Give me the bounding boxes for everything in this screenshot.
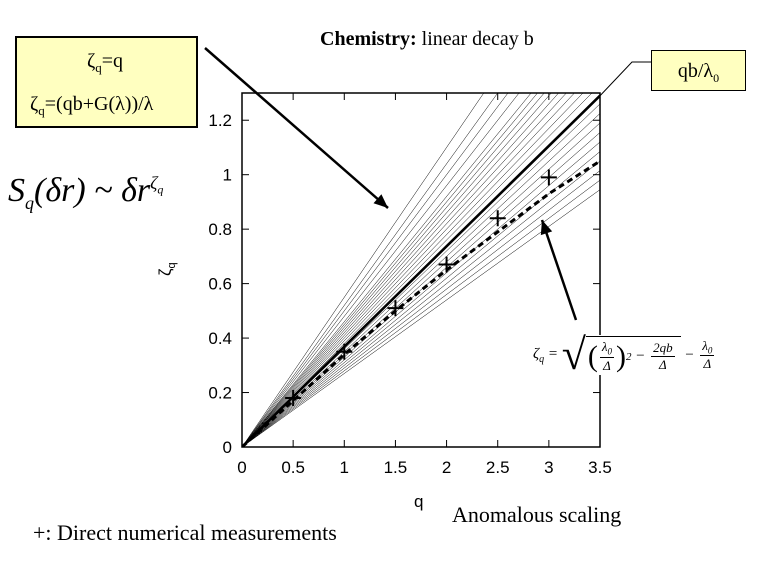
fan-line [242,170,600,447]
legend-line-2: ζq=(qb+G(λ))/λ [30,93,154,118]
series-lines [242,94,600,447]
fan-line [242,93,584,447]
y-tick-label: 0.6 [208,275,232,294]
callout-box: qb/λ0 [651,50,746,91]
measurement-point [336,343,353,360]
fan-line [242,93,485,447]
anomalous-scaling-label: Anomalous scaling [452,502,622,527]
x-axis-label: q [414,492,424,511]
plot-frame [241,92,601,448]
fan-line [242,151,600,447]
y-tick-label: 1.2 [208,111,232,130]
legend-arrow [204,47,389,209]
annotation-arrows [204,47,651,321]
measurement-point [387,300,404,317]
fan-line [242,179,600,447]
zeta-formula: ζq = √ ( λ0 Δ ) 2 − 2qb Δ − λ0 Δ [533,333,717,377]
fan-line [242,93,559,447]
chart-title: Chemistry: linear decay b [320,28,534,51]
fan-line [242,141,600,447]
y-ticks: 0 0.2 0.4 0.6 0.8 1 1.2 [208,111,600,457]
legend-line-1: ζq=q [87,50,124,75]
measurement-point [489,210,506,227]
y-tick-label: 0.4 [208,329,232,348]
y-axis-label: ζq [155,262,179,277]
fan-line [242,93,509,447]
x-tick-label: 3 [544,458,553,477]
x-tick-label: 3.5 [588,458,612,477]
x-ticks: 0 0.5 1 1.5 2 2.5 3 3.5 [237,93,612,477]
series-line-solid [242,94,600,447]
x-tick-label: 1.5 [384,458,408,477]
x-tick-label: 0 [237,458,246,477]
fan-line [242,132,600,447]
title-bold: Chemistry: [320,28,417,50]
formula-arrow [540,219,578,321]
measurement-point [285,389,302,406]
y-tick-label: 1 [223,166,232,185]
fan-line [242,93,499,447]
fan-line [242,93,567,447]
fan-line [242,93,552,447]
x-tick-label: 1 [340,458,349,477]
fan-line [242,93,520,447]
y-tick-label: 0 [223,438,232,457]
measurement-markers [285,169,557,406]
x-tick-label: 2 [442,458,451,477]
fan-line [242,93,575,447]
footnote: +: Direct numerical measurements [33,520,337,545]
fan-line [242,93,545,447]
fan-line [242,160,600,447]
measurement-point [438,256,455,273]
x-tick-label: 2.5 [486,458,510,477]
fan-line [242,93,532,447]
fan-lines [242,93,600,447]
structure-function-formula: Sq(δr) ~ δrζq [8,172,164,213]
callout-leader [595,61,651,101]
title-rest: linear decay b [416,28,534,50]
series-line-dashed [242,159,600,447]
fan-line [242,189,600,447]
y-tick-label: 0.8 [208,220,232,239]
fan-line [242,93,538,447]
measurement-point [540,169,557,186]
x-tick-label: 0.5 [281,458,305,477]
y-tick-label: 0.2 [208,384,232,403]
legend-box: ζq=q ζq=(qb+G(λ))/λ [15,36,198,128]
